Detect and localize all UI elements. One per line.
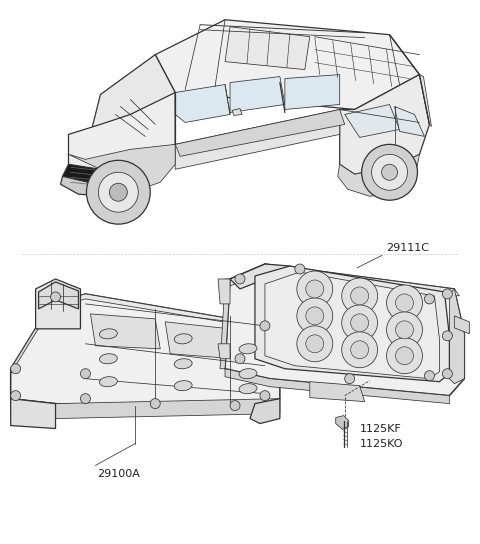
Polygon shape — [175, 109, 340, 169]
Circle shape — [230, 400, 240, 411]
Circle shape — [386, 312, 422, 348]
Polygon shape — [336, 416, 348, 430]
Circle shape — [235, 354, 245, 364]
Circle shape — [361, 144, 418, 200]
Circle shape — [342, 305, 378, 341]
Text: 29100A: 29100A — [97, 469, 140, 479]
Ellipse shape — [174, 334, 192, 344]
Circle shape — [351, 314, 369, 332]
Polygon shape — [225, 369, 449, 404]
Polygon shape — [36, 279, 81, 329]
Polygon shape — [230, 264, 459, 296]
Polygon shape — [395, 107, 424, 137]
Polygon shape — [50, 294, 265, 329]
Ellipse shape — [99, 376, 117, 387]
Circle shape — [382, 164, 397, 180]
Polygon shape — [218, 344, 230, 358]
Polygon shape — [285, 75, 340, 109]
Circle shape — [150, 399, 160, 409]
Polygon shape — [69, 144, 175, 189]
Circle shape — [297, 271, 333, 307]
Polygon shape — [175, 84, 230, 122]
Circle shape — [11, 364, 21, 374]
Polygon shape — [11, 399, 280, 418]
Circle shape — [235, 274, 245, 284]
Polygon shape — [11, 304, 50, 374]
Polygon shape — [175, 109, 345, 156]
Polygon shape — [165, 322, 235, 358]
Text: 29111C: 29111C — [386, 243, 430, 253]
Circle shape — [98, 172, 138, 212]
Ellipse shape — [99, 329, 117, 339]
Circle shape — [342, 278, 378, 314]
Circle shape — [351, 341, 369, 358]
Polygon shape — [310, 382, 365, 401]
Ellipse shape — [174, 381, 192, 391]
Ellipse shape — [239, 384, 257, 394]
Polygon shape — [449, 289, 464, 384]
Circle shape — [297, 298, 333, 334]
Circle shape — [443, 331, 452, 341]
Circle shape — [372, 154, 408, 190]
Polygon shape — [106, 164, 132, 181]
Circle shape — [306, 307, 324, 325]
Polygon shape — [11, 399, 56, 429]
Polygon shape — [155, 20, 420, 109]
Polygon shape — [455, 316, 469, 334]
Polygon shape — [230, 77, 285, 113]
Polygon shape — [225, 27, 310, 70]
Circle shape — [295, 264, 305, 274]
Circle shape — [109, 183, 127, 201]
Polygon shape — [218, 279, 230, 304]
Polygon shape — [225, 264, 464, 395]
Polygon shape — [345, 104, 399, 138]
Text: 1125KO: 1125KO — [360, 438, 403, 448]
Circle shape — [11, 391, 21, 400]
Polygon shape — [260, 324, 280, 374]
Ellipse shape — [239, 344, 257, 354]
Circle shape — [396, 321, 413, 339]
Circle shape — [396, 347, 413, 364]
Polygon shape — [90, 314, 160, 349]
Polygon shape — [62, 164, 106, 191]
Circle shape — [424, 294, 434, 304]
Circle shape — [86, 160, 150, 224]
Circle shape — [260, 391, 270, 400]
Circle shape — [81, 369, 90, 379]
Circle shape — [260, 321, 270, 331]
Circle shape — [306, 280, 324, 298]
Polygon shape — [60, 176, 108, 196]
Circle shape — [306, 335, 324, 353]
Ellipse shape — [239, 369, 257, 379]
Polygon shape — [69, 92, 175, 174]
Polygon shape — [11, 294, 280, 413]
Polygon shape — [420, 75, 432, 126]
Circle shape — [386, 338, 422, 374]
Circle shape — [81, 394, 90, 404]
Polygon shape — [69, 54, 175, 184]
Polygon shape — [230, 264, 310, 294]
Circle shape — [424, 370, 434, 381]
Polygon shape — [340, 75, 430, 174]
Polygon shape — [265, 272, 439, 379]
Polygon shape — [250, 399, 280, 424]
Circle shape — [443, 289, 452, 299]
Circle shape — [351, 287, 369, 305]
Circle shape — [345, 374, 355, 384]
Polygon shape — [255, 266, 449, 382]
Circle shape — [50, 292, 60, 302]
Ellipse shape — [99, 354, 117, 364]
Circle shape — [396, 294, 413, 312]
Ellipse shape — [174, 358, 192, 369]
Polygon shape — [338, 154, 420, 196]
Text: 1125KF: 1125KF — [360, 424, 401, 434]
Circle shape — [443, 369, 452, 379]
Circle shape — [386, 285, 422, 321]
Polygon shape — [232, 108, 242, 115]
Polygon shape — [38, 282, 78, 309]
Circle shape — [342, 332, 378, 368]
Circle shape — [297, 326, 333, 362]
Polygon shape — [220, 279, 230, 369]
